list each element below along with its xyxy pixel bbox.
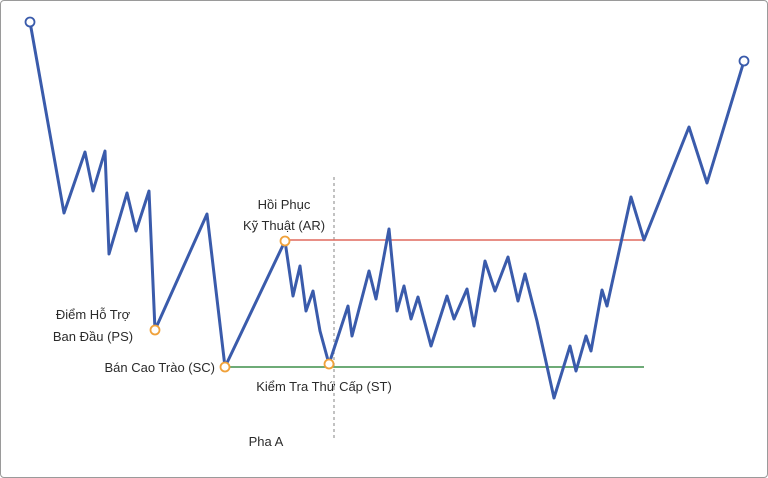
start-point-marker — [24, 16, 36, 28]
price-line — [28, 20, 746, 400]
sc-marker — [219, 361, 231, 373]
ps-marker — [149, 324, 161, 336]
sc-label: Bán Cao Trào (SC) — [104, 360, 215, 375]
ar-label-line2: Kỹ Thuật (AR) — [243, 218, 325, 233]
ar-label-line1: Hồi Phục — [258, 197, 311, 212]
ps-label-line1: Điểm Hỗ Trợ — [56, 307, 131, 322]
st-label: Kiểm Tra Thứ Cấp (ST) — [256, 379, 392, 394]
end-point-marker — [738, 55, 750, 67]
st-marker — [323, 358, 335, 370]
ar-marker — [279, 235, 291, 247]
ps-label-line2: Ban Đầu (PS) — [53, 329, 133, 344]
phase-label: Pha A — [249, 434, 284, 449]
